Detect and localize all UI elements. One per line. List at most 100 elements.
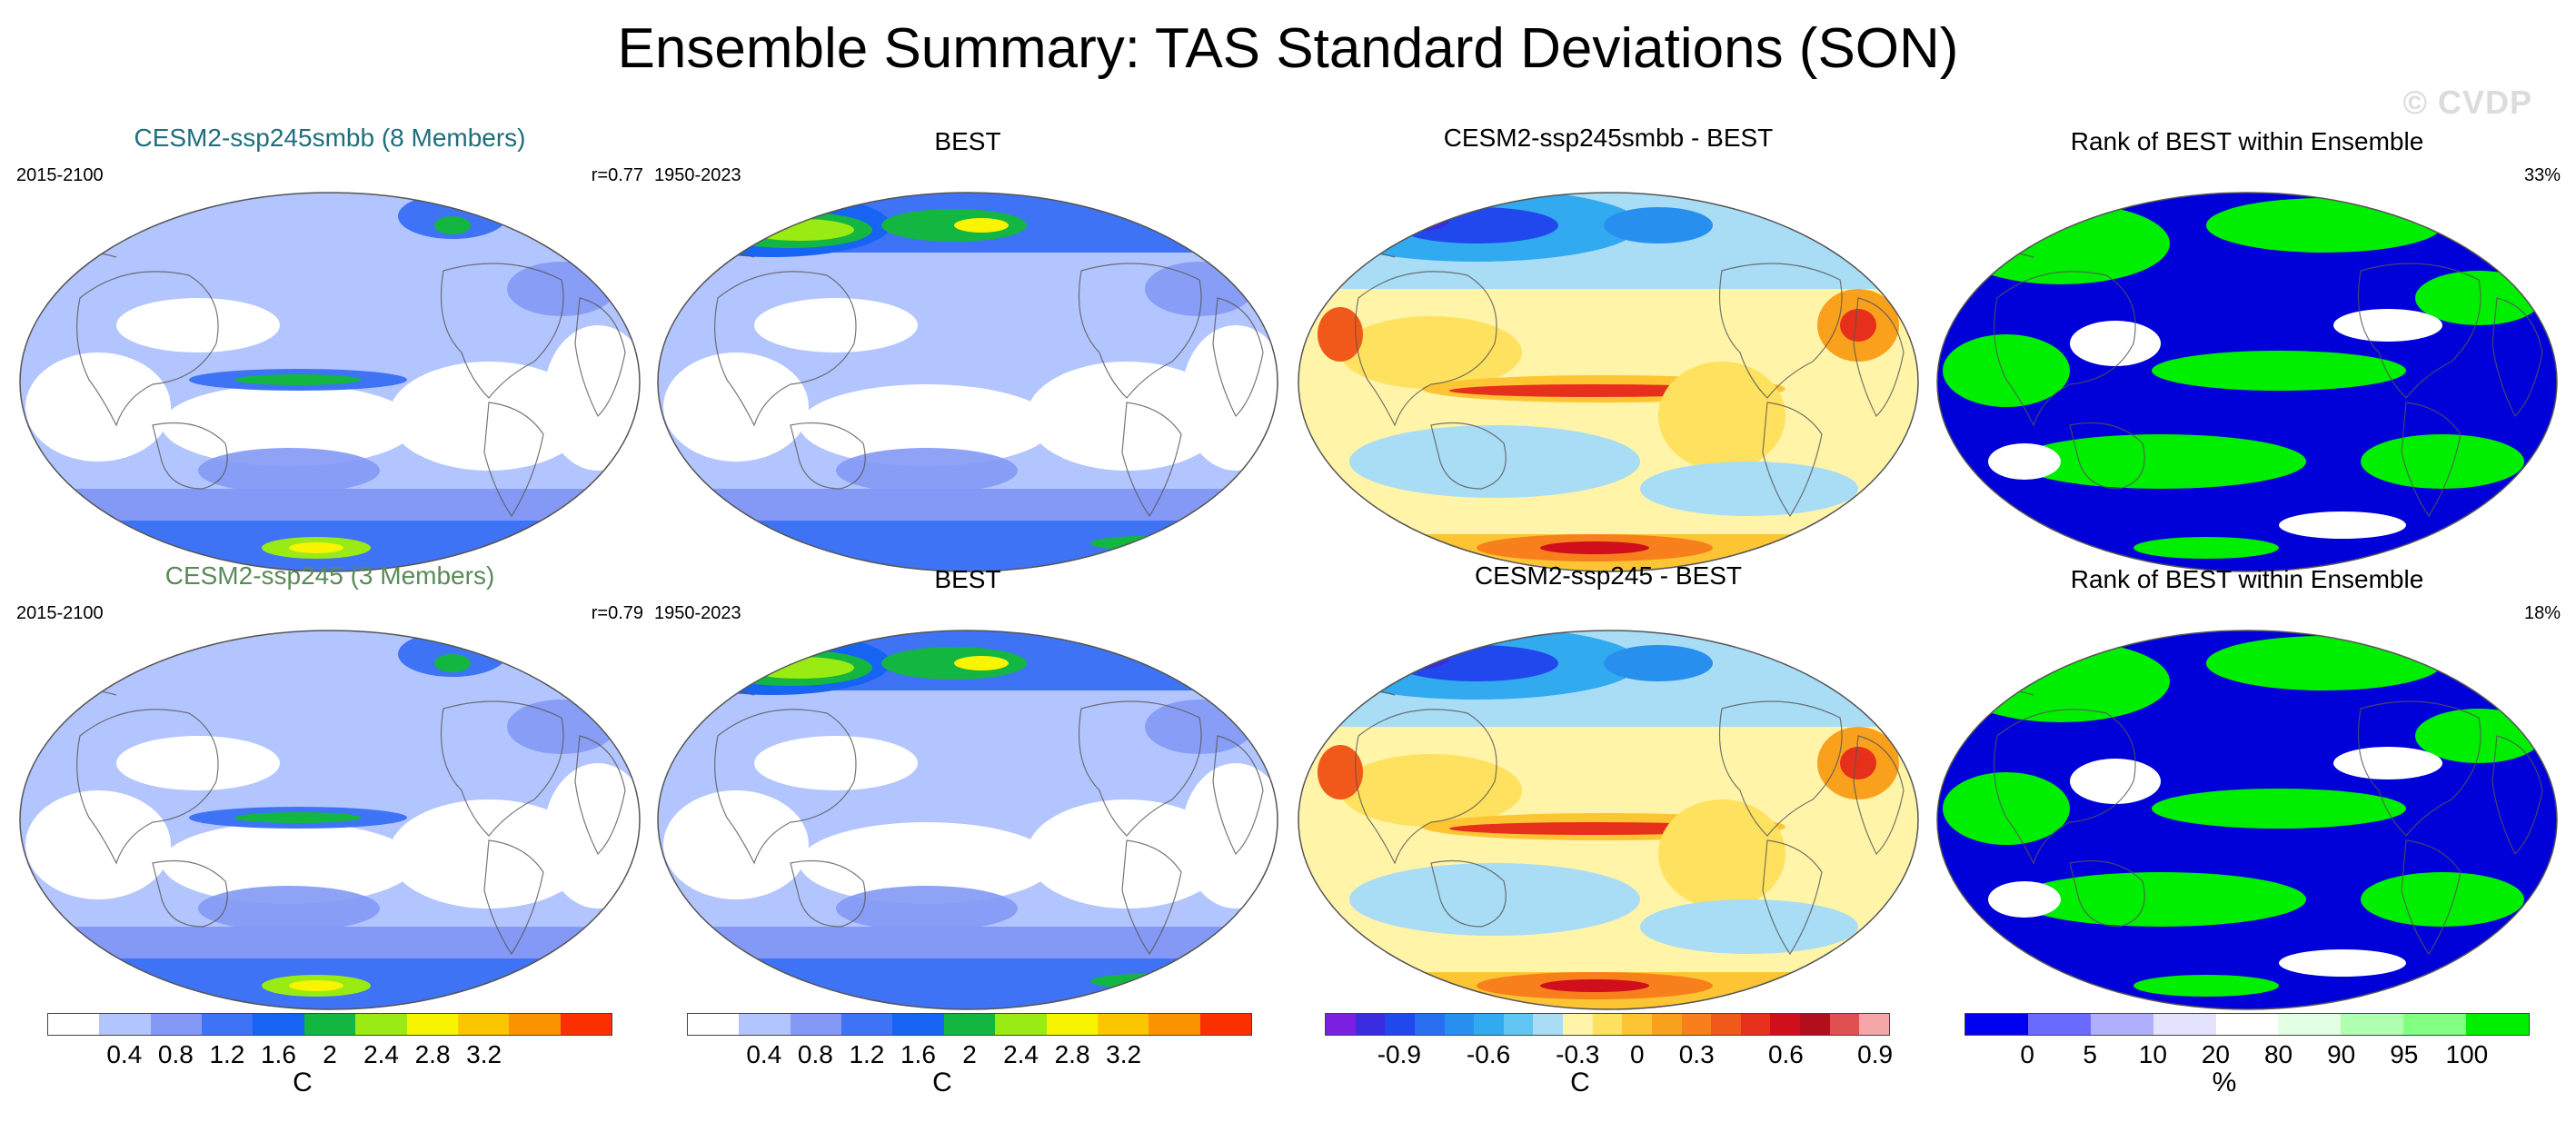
colorbar-cell — [406, 1014, 458, 1035]
period-label: 1950-2023 — [654, 165, 741, 185]
colorbar-cell — [841, 1014, 893, 1035]
colorbar-cell — [1965, 1014, 2028, 1035]
world-map-rank — [1936, 192, 2558, 572]
colorbar-unit-label: C — [1570, 1067, 1590, 1097]
panel-title: CESM2-ssp245 - BEST — [1474, 561, 1743, 590]
map-panel-r1c2: BEST 1950-2023 — [654, 125, 1281, 572]
colorbar-cell — [253, 1014, 304, 1035]
colorbar-cell — [2090, 1014, 2153, 1035]
map-panel-r2c3: CESM2-ssp245 - BEST — [1295, 561, 1922, 1010]
colorbar-cb3: -0.9 -0.6 -0.3 0 0.3 0.6 0.9 C — [1325, 1013, 1893, 1113]
colorbar-tick-label: 20 — [2201, 1040, 2231, 1068]
map-panel-r2c4: Rank of BEST within Ensemble 18% — [1934, 563, 2561, 1010]
colorbar-tick-label: 0.4 — [106, 1040, 143, 1068]
colorbar-cell — [892, 1014, 944, 1035]
world-map-std — [19, 630, 641, 1010]
panel-title: CESM2-ssp245smbb - BEST — [1443, 124, 1774, 152]
world-map-rank — [1936, 630, 2558, 1010]
colorbar-cell — [355, 1014, 407, 1035]
period-label: 1950-2023 — [654, 603, 741, 623]
colorbar-cb1: 0.4 0.8 1.2 1.6 2 2.4 2.8 3.2 C — [47, 1013, 612, 1113]
colorbar-tick-label: 0.6 — [1767, 1040, 1804, 1068]
colorbar-tick-label: 0.3 — [1678, 1040, 1715, 1068]
colorbar-cell — [1800, 1014, 1830, 1035]
panel-title: CESM2-ssp245 (3 Members) — [164, 561, 495, 590]
colorbar-cell — [943, 1014, 996, 1035]
colorbar-cell — [1474, 1014, 1504, 1035]
pattern-correlation-label: r=0.79 — [591, 603, 643, 623]
colorbar-cell — [1770, 1014, 1800, 1035]
colorbar-tick-label: 80 — [2263, 1040, 2293, 1068]
colorbar-cell — [1046, 1014, 1098, 1035]
panel-title: Rank of BEST within Ensemble — [2070, 127, 2424, 155]
rank-percent-label: 33% — [2523, 165, 2561, 185]
colorbar-cell — [202, 1014, 254, 1035]
colorbar-tick-label: 0 — [1629, 1040, 1645, 1068]
colorbar-tick-label: 0.8 — [157, 1040, 194, 1068]
colorbar-tick-label: -0.3 — [1556, 1040, 1600, 1068]
colorbar-tick-label: 95 — [2390, 1040, 2419, 1068]
colorbar-tick-label: 100 — [2445, 1040, 2489, 1068]
colorbar-cell — [1326, 1014, 1356, 1035]
colorbar-tick-label: 3.2 — [1106, 1040, 1142, 1068]
colorbar-tick-label: 90 — [2327, 1040, 2356, 1068]
colorbar-tick-label: 1.2 — [209, 1040, 245, 1068]
colorbar-cell — [48, 1014, 100, 1035]
colorbar-tick-label: 2 — [962, 1040, 977, 1068]
colorbar-cell — [1385, 1014, 1415, 1035]
colorbar-cell — [1651, 1014, 1682, 1035]
colorbar-cell — [1414, 1014, 1445, 1035]
colorbar-tick-label: 5 — [2083, 1040, 2098, 1068]
colorbar-cell — [1563, 1014, 1593, 1035]
colorbar-cell — [1199, 1014, 1251, 1035]
pattern-correlation-label: r=0.77 — [591, 165, 643, 185]
colorbar-cell — [2215, 1014, 2279, 1035]
colorbar-cell — [1444, 1014, 1475, 1035]
cvdp-watermark: © CVDP — [2402, 84, 2532, 121]
colorbar-tick-label: 0.4 — [746, 1040, 782, 1068]
world-map-diff — [1298, 192, 1919, 572]
map-panel-r1c3: CESM2-ssp245smbb - BEST — [1295, 124, 1922, 572]
main-title: Ensemble Summary: TAS Standard Deviation… — [617, 17, 1959, 80]
colorbar-cell — [1533, 1014, 1563, 1035]
colorbar-cell — [995, 1014, 1047, 1035]
colorbar-cell — [99, 1014, 151, 1035]
colorbar-tick-label: 1.2 — [849, 1040, 885, 1068]
colorbar-cell — [509, 1014, 561, 1035]
colorbar-cell — [1592, 1014, 1623, 1035]
colorbar-tick-label: 2.8 — [414, 1040, 451, 1068]
period-label: 2015-2100 — [16, 165, 104, 185]
colorbar-tick-label: 0.8 — [797, 1040, 833, 1068]
colorbar-cell — [303, 1014, 356, 1035]
colorbar-cell — [457, 1014, 510, 1035]
colorbar-cell — [2403, 1014, 2467, 1035]
panel-title: CESM2-ssp245smbb (8 Members) — [134, 124, 526, 152]
colorbar-cb2: 0.4 0.8 1.2 1.6 2 2.4 2.8 3.2 C — [687, 1013, 1252, 1113]
colorbar-cell — [2341, 1014, 2404, 1035]
colorbar-cell — [1711, 1014, 1741, 1035]
colorbar-cell — [150, 1014, 203, 1035]
map-panel-r1c1: CESM2-ssp245smbb (8 Members) 2015-2100 r=0… — [16, 124, 643, 572]
map-panel-r1c4: Rank of BEST within Ensemble 33% — [1934, 125, 2561, 572]
world-map-std — [19, 192, 641, 572]
colorbar-tick-label: 2.4 — [363, 1040, 399, 1068]
colorbar-cell — [2466, 1014, 2530, 1035]
colorbar-cell — [2153, 1014, 2216, 1035]
colorbar-tick-label: 0 — [2020, 1040, 2034, 1068]
world-map-diff — [1298, 630, 1919, 1010]
world-map-std_best — [657, 192, 1278, 572]
colorbar-cell — [1149, 1014, 1200, 1035]
panel-title: BEST — [934, 127, 1001, 155]
colorbar-cell — [1859, 1014, 1889, 1035]
colorbar-tick-label: 1.6 — [260, 1040, 296, 1068]
colorbar-cell — [739, 1014, 791, 1035]
colorbar-cell — [1622, 1014, 1652, 1035]
colorbar-tick-label: -0.9 — [1377, 1040, 1421, 1068]
colorbar-unit-label: C — [932, 1067, 952, 1097]
colorbar-cell — [688, 1014, 740, 1035]
colorbar-cell — [560, 1014, 612, 1035]
map-panel-r2c1: CESM2-ssp245 (3 Members) 2015-2100 r=0.79 — [16, 561, 643, 1010]
colorbar-tick-label: 2.8 — [1054, 1040, 1090, 1068]
panel-title: BEST — [934, 565, 1001, 593]
colorbar-tick-label: 1.6 — [900, 1040, 936, 1068]
